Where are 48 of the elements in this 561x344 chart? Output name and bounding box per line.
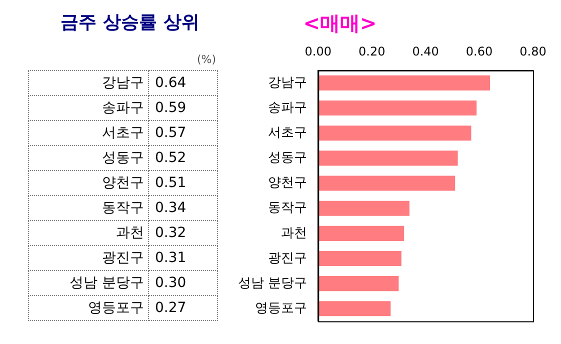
bar bbox=[318, 200, 410, 216]
data-label: 0.51 bbox=[148, 170, 218, 196]
bar bbox=[318, 225, 404, 241]
bar bbox=[318, 276, 399, 291]
data-label: 0.27 bbox=[148, 296, 218, 320]
category-label: 성남 분당구 bbox=[70, 275, 144, 291]
category-label: 과천 bbox=[116, 225, 144, 241]
bar bbox=[318, 150, 458, 166]
y-tick-label: 성동구 bbox=[268, 150, 308, 166]
x-tick-label: 0.40 bbox=[412, 44, 439, 58]
y-tick-label: 양천구 bbox=[268, 175, 308, 190]
x-tick-label: 0.80 bbox=[520, 44, 546, 58]
bar bbox=[318, 250, 402, 266]
text: (%) bbox=[196, 53, 216, 66]
category-label: 송파구 bbox=[102, 100, 144, 116]
y-tick-label: 성남 분당구 bbox=[238, 276, 308, 291]
data-label: 0.57 bbox=[148, 120, 218, 146]
category-label: 성동구 bbox=[102, 150, 144, 166]
data-label: 0.64 bbox=[148, 70, 218, 96]
data-label: 0.32 bbox=[148, 220, 218, 246]
category-label: 영등포구 bbox=[88, 300, 144, 316]
category-label: 강남구 bbox=[102, 75, 144, 91]
category-label: 양천구 bbox=[102, 175, 144, 191]
text: 금주 상승률 상위 bbox=[60, 11, 200, 34]
category-label: 동작구 bbox=[102, 200, 144, 216]
y-tick-label: 과천 bbox=[281, 225, 308, 240]
bar bbox=[318, 125, 472, 140]
x-tick-label: 0.20 bbox=[358, 44, 386, 58]
y-tick-label: 동작구 bbox=[268, 200, 308, 216]
x-tick-label: 0.60 bbox=[466, 44, 493, 58]
y-tick-label: 서초구 bbox=[268, 125, 308, 140]
y-tick-label: 광진구 bbox=[268, 250, 308, 266]
y-tick-label: 송파구 bbox=[268, 100, 308, 115]
bar bbox=[318, 300, 391, 316]
bar bbox=[318, 75, 490, 90]
y-tick-label: 강남구 bbox=[268, 74, 308, 90]
x-tick-label: 0.00 bbox=[304, 44, 332, 58]
chart-subtitle: <매매> bbox=[302, 10, 378, 37]
bar bbox=[318, 175, 456, 190]
data-label: 0.34 bbox=[148, 196, 218, 220]
y-tick-label: 영등포구 bbox=[255, 300, 308, 316]
data-label: 0.30 bbox=[148, 270, 218, 296]
data-label: 0.31 bbox=[148, 246, 218, 270]
data-label: 0.52 bbox=[148, 146, 218, 170]
data-label: 0.59 bbox=[148, 96, 218, 120]
bar bbox=[318, 100, 477, 116]
category-label: 광진구 bbox=[102, 250, 144, 266]
category-label: 서초구 bbox=[102, 125, 144, 141]
